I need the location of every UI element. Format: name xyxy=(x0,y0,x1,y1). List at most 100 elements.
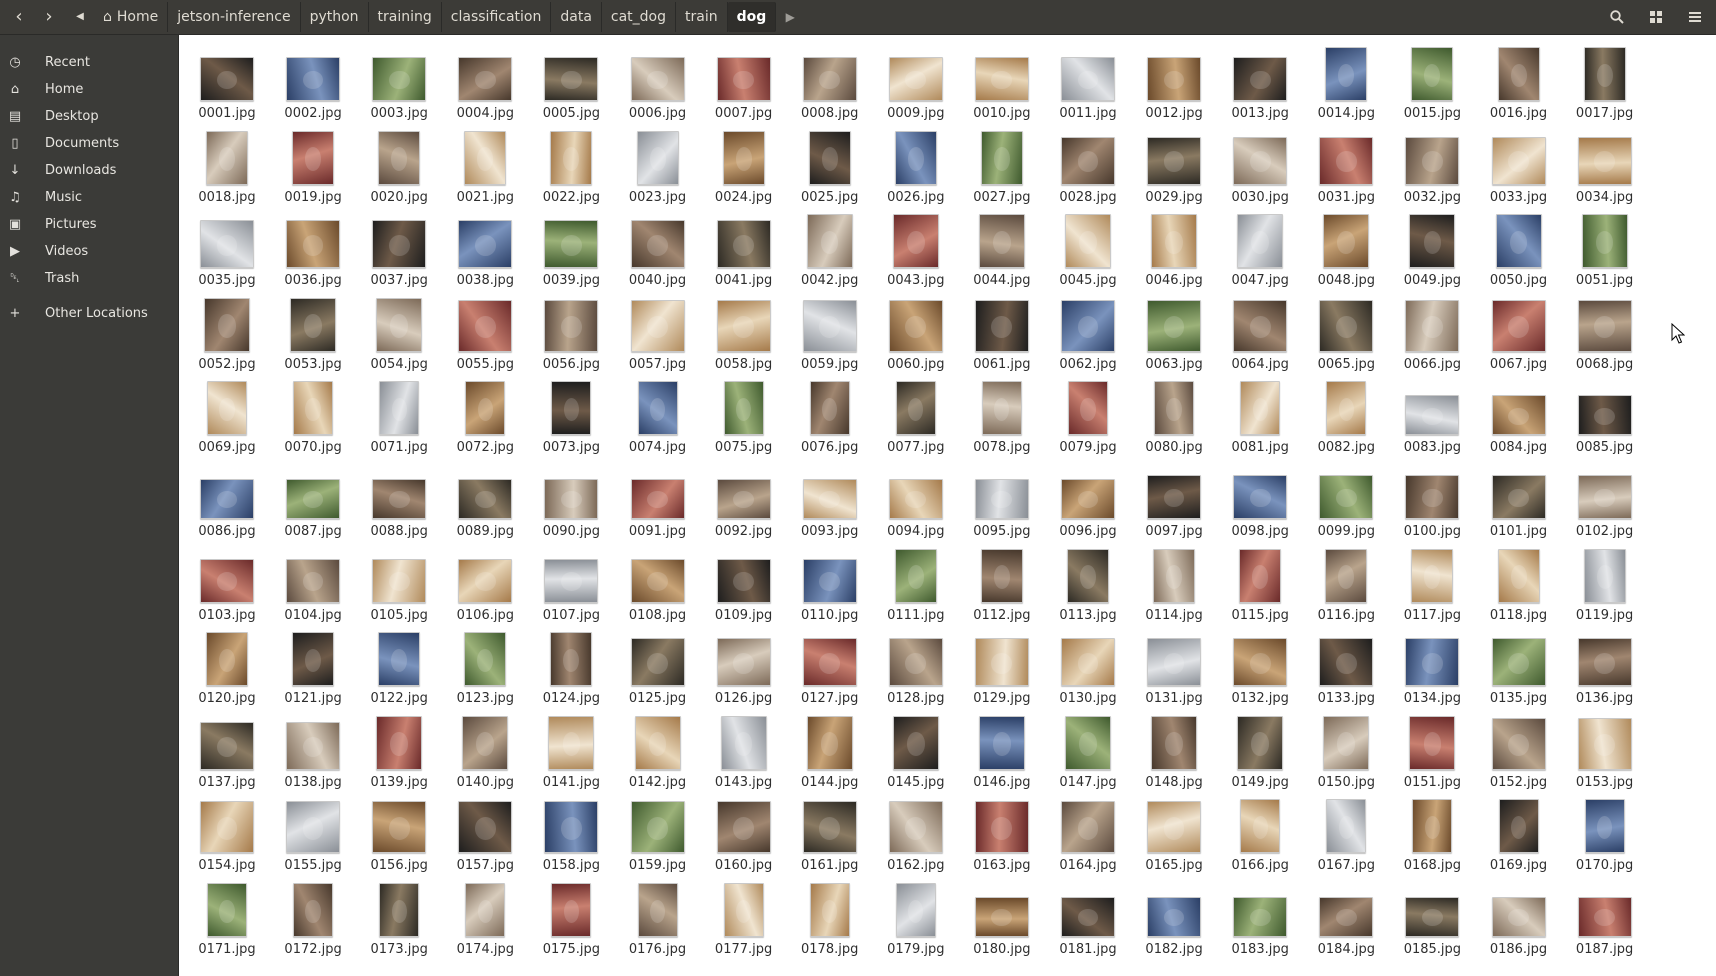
file-item[interactable]: 0164.jpg xyxy=(1045,795,1131,879)
file-item[interactable]: 0014.jpg xyxy=(1303,43,1389,127)
file-item[interactable]: 0108.jpg xyxy=(615,545,701,629)
file-item[interactable]: 0010.jpg xyxy=(959,43,1045,127)
file-item[interactable]: 0066.jpg xyxy=(1389,294,1475,378)
file-item[interactable]: 0015.jpg xyxy=(1389,43,1475,127)
file-item[interactable]: 0091.jpg xyxy=(615,461,701,545)
file-item[interactable]: 0069.jpg xyxy=(184,377,270,461)
file-item[interactable]: 0081.jpg xyxy=(1217,377,1303,461)
file-item[interactable]: 0153.jpg xyxy=(1562,712,1648,796)
file-item[interactable]: 0143.jpg xyxy=(701,712,787,796)
file-item[interactable]: 0123.jpg xyxy=(442,628,528,712)
file-item[interactable]: 0155.jpg xyxy=(270,795,356,879)
view-toggle-button[interactable] xyxy=(1639,2,1673,32)
file-item[interactable]: 0140.jpg xyxy=(442,712,528,796)
file-item[interactable]: 0032.jpg xyxy=(1389,127,1475,211)
file-item[interactable]: 0058.jpg xyxy=(701,294,787,378)
file-item[interactable]: 0094.jpg xyxy=(873,461,959,545)
file-item[interactable]: 0074.jpg xyxy=(615,377,701,461)
file-item[interactable]: 0029.jpg xyxy=(1131,127,1217,211)
breadcrumb-dog[interactable]: dog xyxy=(727,2,777,32)
file-item[interactable]: 0020.jpg xyxy=(356,127,442,211)
file-item[interactable]: 0013.jpg xyxy=(1217,43,1303,127)
file-item[interactable]: 0121.jpg xyxy=(270,628,356,712)
file-item[interactable]: 0132.jpg xyxy=(1217,628,1303,712)
file-item[interactable]: 0118.jpg xyxy=(1476,545,1562,629)
file-item[interactable]: 0151.jpg xyxy=(1389,712,1475,796)
file-item[interactable]: 0158.jpg xyxy=(528,795,614,879)
file-item[interactable]: 0067.jpg xyxy=(1476,294,1562,378)
file-item[interactable]: 0148.jpg xyxy=(1131,712,1217,796)
sidebar-item-trash[interactable]: ␡ Trash xyxy=(0,265,178,291)
sidebar-item-home[interactable]: ⌂ Home xyxy=(0,76,178,102)
file-item[interactable]: 0083.jpg xyxy=(1389,377,1475,461)
file-item[interactable]: 0043.jpg xyxy=(873,210,959,294)
file-item[interactable]: 0051.jpg xyxy=(1562,210,1648,294)
file-item[interactable]: 0184.jpg xyxy=(1303,879,1389,963)
file-item[interactable]: 0142.jpg xyxy=(615,712,701,796)
file-item[interactable]: 0147.jpg xyxy=(1045,712,1131,796)
sidebar-item-recent[interactable]: ◷ Recent xyxy=(0,49,178,75)
file-item[interactable]: 0012.jpg xyxy=(1131,43,1217,127)
file-item[interactable]: 0115.jpg xyxy=(1217,545,1303,629)
file-item[interactable]: 0138.jpg xyxy=(270,712,356,796)
file-item[interactable]: 0161.jpg xyxy=(787,795,873,879)
forward-button[interactable]: › xyxy=(34,2,64,32)
file-item[interactable]: 0071.jpg xyxy=(356,377,442,461)
breadcrumb-python[interactable]: python xyxy=(301,2,369,32)
file-item[interactable]: 0179.jpg xyxy=(873,879,959,963)
file-item[interactable]: 0186.jpg xyxy=(1476,879,1562,963)
sidebar-item-videos[interactable]: ▶ Videos xyxy=(0,238,178,264)
file-item[interactable]: 0023.jpg xyxy=(615,127,701,211)
file-item[interactable]: 0173.jpg xyxy=(356,879,442,963)
file-item[interactable]: 0086.jpg xyxy=(184,461,270,545)
file-item[interactable]: 0008.jpg xyxy=(787,43,873,127)
file-item[interactable]: 0162.jpg xyxy=(873,795,959,879)
file-item[interactable]: 0125.jpg xyxy=(615,628,701,712)
file-item[interactable]: 0021.jpg xyxy=(442,127,528,211)
file-item[interactable]: 0050.jpg xyxy=(1476,210,1562,294)
file-item[interactable]: 0064.jpg xyxy=(1217,294,1303,378)
file-item[interactable]: 0017.jpg xyxy=(1562,43,1648,127)
file-item[interactable]: 0126.jpg xyxy=(701,628,787,712)
file-item[interactable]: 0174.jpg xyxy=(442,879,528,963)
breadcrumb-classification[interactable]: classification xyxy=(442,2,552,32)
breadcrumb-cat-dog[interactable]: cat_dog xyxy=(602,2,677,32)
file-item[interactable]: 0053.jpg xyxy=(270,294,356,378)
file-item[interactable]: 0078.jpg xyxy=(959,377,1045,461)
file-item[interactable]: 0019.jpg xyxy=(270,127,356,211)
file-item[interactable]: 0097.jpg xyxy=(1131,461,1217,545)
breadcrumb-jetson-inference[interactable]: jetson-inference xyxy=(168,2,301,32)
file-item[interactable]: 0134.jpg xyxy=(1389,628,1475,712)
file-item[interactable]: 0165.jpg xyxy=(1131,795,1217,879)
sidebar-item-music[interactable]: ♫ Music xyxy=(0,184,178,210)
file-item[interactable]: 0178.jpg xyxy=(787,879,873,963)
file-item[interactable]: 0072.jpg xyxy=(442,377,528,461)
file-item[interactable]: 0112.jpg xyxy=(959,545,1045,629)
file-item[interactable]: 0065.jpg xyxy=(1303,294,1389,378)
file-item[interactable]: 0122.jpg xyxy=(356,628,442,712)
file-item[interactable]: 0016.jpg xyxy=(1476,43,1562,127)
file-item[interactable]: 0152.jpg xyxy=(1476,712,1562,796)
file-item[interactable]: 0139.jpg xyxy=(356,712,442,796)
file-item[interactable]: 0100.jpg xyxy=(1389,461,1475,545)
file-item[interactable]: 0039.jpg xyxy=(528,210,614,294)
file-item[interactable]: 0002.jpg xyxy=(270,43,356,127)
file-item[interactable]: 0041.jpg xyxy=(701,210,787,294)
file-item[interactable]: 0110.jpg xyxy=(787,545,873,629)
file-item[interactable]: 0093.jpg xyxy=(787,461,873,545)
file-item[interactable]: 0120.jpg xyxy=(184,628,270,712)
file-item[interactable]: 0084.jpg xyxy=(1476,377,1562,461)
file-item[interactable]: 0096.jpg xyxy=(1045,461,1131,545)
file-item[interactable]: 0075.jpg xyxy=(701,377,787,461)
file-item[interactable]: 0130.jpg xyxy=(1045,628,1131,712)
breadcrumb-home[interactable]: ⌂ Home xyxy=(94,2,169,32)
file-item[interactable]: 0085.jpg xyxy=(1562,377,1648,461)
sidebar-item-desktop[interactable]: ▤ Desktop xyxy=(0,103,178,129)
file-item[interactable]: 0068.jpg xyxy=(1562,294,1648,378)
file-item[interactable]: 0077.jpg xyxy=(873,377,959,461)
file-item[interactable]: 0183.jpg xyxy=(1217,879,1303,963)
file-item[interactable]: 0160.jpg xyxy=(701,795,787,879)
file-item[interactable]: 0156.jpg xyxy=(356,795,442,879)
file-item[interactable]: 0145.jpg xyxy=(873,712,959,796)
file-item[interactable]: 0055.jpg xyxy=(442,294,528,378)
